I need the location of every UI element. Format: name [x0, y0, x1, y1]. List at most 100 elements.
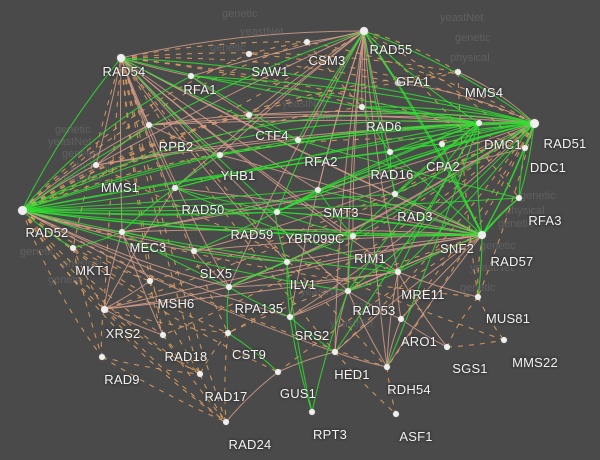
node-rad53[interactable]	[345, 288, 351, 294]
edge-yeastNet	[386, 122, 480, 368]
edge-physical	[120, 57, 349, 292]
edge-yeastNet	[397, 122, 535, 273]
node-rad18[interactable]	[160, 332, 166, 338]
edge-yeastNet	[289, 316, 336, 353]
node-mec3[interactable]	[119, 229, 125, 235]
node-rpb2[interactable]	[146, 122, 152, 128]
edge-yeastNet	[21, 209, 354, 237]
edge-physical	[228, 271, 399, 288]
edge-genetic	[120, 52, 459, 73]
node-srs2[interactable]	[287, 314, 293, 320]
node-csm3[interactable]	[304, 39, 310, 45]
node-ddc1[interactable]	[522, 145, 528, 151]
node-xrs2[interactable]	[100, 305, 108, 313]
edge-physical	[248, 30, 365, 116]
node-mms1[interactable]	[93, 162, 99, 168]
node-rfa3[interactable]	[516, 195, 522, 201]
edge-genetic	[120, 57, 229, 334]
edge-yeastNet	[120, 57, 480, 124]
edge-yeastNet	[274, 211, 288, 263]
edge-genetic	[162, 122, 535, 336]
node-mms22[interactable]	[501, 337, 507, 343]
node-rad50[interactable]	[172, 185, 178, 191]
edge-yeastNet	[21, 75, 192, 211]
edge-genetic	[103, 57, 122, 310]
edge-genetic	[199, 373, 227, 423]
edge-yeastNet	[363, 30, 483, 236]
edge-genetic	[446, 339, 505, 348]
node-rad9[interactable]	[99, 354, 105, 360]
node-cst9[interactable]	[225, 330, 231, 336]
node-rad6[interactable]	[359, 104, 365, 110]
edge-physical	[400, 318, 448, 348]
node-ilv1[interactable]	[284, 259, 290, 265]
node-rim1[interactable]	[350, 233, 356, 239]
node-rdh54[interactable]	[384, 364, 390, 370]
node-slx5[interactable]	[191, 248, 197, 254]
edge-yeastNet	[441, 143, 483, 236]
node-mms4[interactable]	[455, 69, 461, 75]
edge-yeastNet	[21, 209, 349, 292]
node-rad16[interactable]	[387, 149, 393, 155]
edge-genetic	[224, 332, 229, 423]
edge-physical	[400, 234, 483, 320]
node-rpa135[interactable]	[226, 284, 232, 290]
node-gfa1[interactable]	[395, 80, 401, 86]
edge-genetic	[363, 30, 459, 73]
edge-yeastNet	[389, 143, 443, 153]
edge-genetic	[21, 53, 250, 211]
node-mre11[interactable]	[395, 269, 401, 275]
node-hed1[interactable]	[332, 349, 338, 355]
edge-genetic	[120, 57, 336, 353]
edge-genetic	[103, 308, 229, 334]
node-rad24[interactable]	[223, 419, 229, 425]
edge-genetic	[101, 356, 227, 423]
node-rad52[interactable]	[17, 205, 27, 215]
node-rad51[interactable]	[529, 118, 539, 128]
edge-genetic	[149, 122, 535, 282]
edge-yeastNet	[311, 290, 349, 413]
node-rad54[interactable]	[117, 54, 125, 62]
edge-physical	[103, 280, 151, 310]
node-dmc1[interactable]	[476, 120, 482, 126]
node-rad17[interactable]	[197, 371, 203, 377]
edge-genetic	[199, 332, 229, 375]
node-mkt1[interactable]	[70, 245, 76, 251]
edge-genetic	[21, 209, 279, 373]
edge-physical	[103, 231, 123, 310]
node-rpt3[interactable]	[309, 409, 315, 415]
edge-physical	[21, 209, 336, 353]
node-mus81[interactable]	[475, 294, 481, 300]
edge-physical	[334, 234, 483, 353]
node-sgs1[interactable]	[444, 344, 450, 350]
edge-yeastNet	[389, 151, 396, 195]
node-smt3[interactable]	[315, 187, 321, 193]
node-cpa2[interactable]	[439, 141, 445, 147]
node-asf1[interactable]	[393, 411, 399, 417]
edge-physical	[347, 290, 388, 368]
edge-physical	[193, 122, 535, 252]
edge-yeastNet	[193, 189, 319, 252]
edge-yeastNet	[190, 75, 535, 124]
node-ctf4[interactable]	[246, 112, 252, 118]
edge-yeastNet	[174, 154, 221, 189]
node-yhb1[interactable]	[217, 152, 223, 158]
edge-physical	[121, 231, 151, 282]
node-rad3[interactable]	[392, 191, 398, 197]
node-rad55[interactable]	[360, 27, 368, 35]
node-rfa2[interactable]	[295, 137, 301, 143]
edge-yeastNet	[274, 211, 354, 237]
node-rad59[interactable]	[274, 209, 280, 215]
edge-genetic	[72, 247, 105, 310]
node-aro1[interactable]	[398, 316, 404, 322]
edge-physical	[277, 351, 336, 373]
edge-physical	[397, 82, 535, 124]
node-snf2[interactable]	[478, 231, 486, 239]
node-msh6[interactable]	[147, 278, 153, 284]
node-gus1[interactable]	[275, 369, 281, 375]
node-saw1[interactable]	[246, 51, 252, 57]
edge-yeastNet	[334, 122, 480, 353]
node-rfa1[interactable]	[188, 73, 194, 79]
